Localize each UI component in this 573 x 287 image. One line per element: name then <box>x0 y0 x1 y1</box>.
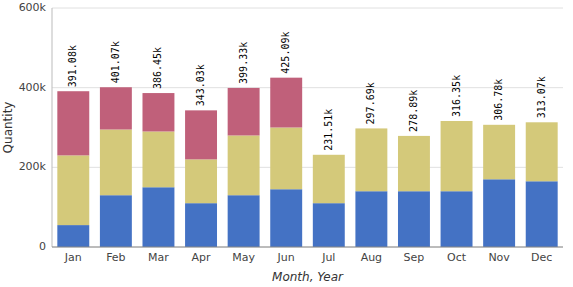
bar-segment <box>270 128 302 190</box>
bar-segment <box>57 91 89 155</box>
bar-segment <box>398 191 430 247</box>
bar-segment <box>441 191 473 247</box>
bar-segment <box>526 122 558 123</box>
bar-segment <box>441 120 473 121</box>
x-tick-label: Apr <box>192 251 212 264</box>
x-tick-label: Aug <box>361 251 382 264</box>
total-label: 316.35k <box>451 75 462 117</box>
bar-segment <box>100 129 132 195</box>
x-tick-label: Jan <box>64 251 82 264</box>
bar-segment <box>483 179 515 247</box>
y-tick-label: 600k <box>19 1 47 14</box>
total-label: 306.78k <box>493 79 504 121</box>
bar-segment <box>270 78 302 128</box>
x-tick-label: Mar <box>148 251 169 264</box>
bar-segment <box>355 191 387 247</box>
x-tick-label: Oct <box>447 251 467 264</box>
chart: 0 200k 400k 600k 391.08k 401.07k 386.45k 343.03… <box>0 0 573 287</box>
bar-segment <box>526 181 558 247</box>
total-label: 313.07k <box>536 76 547 118</box>
bar-segment <box>483 124 515 125</box>
bar-segment <box>313 154 345 155</box>
x-tick-label: Jul <box>321 251 335 264</box>
bar-segment <box>355 128 387 191</box>
x-tick-label: Dec <box>531 251 552 264</box>
grid-line <box>52 247 563 248</box>
bar-segment <box>228 135 260 195</box>
bar-segment <box>228 195 260 247</box>
bars <box>57 78 557 247</box>
bar-segment <box>398 136 430 191</box>
total-label: 297.69k <box>365 82 376 124</box>
bar-segment <box>441 121 473 191</box>
y-axis-title: Quantity <box>1 102 15 154</box>
x-tick-label: Feb <box>106 251 125 264</box>
y-tick-label: 200k <box>19 160 47 173</box>
x-axis-line <box>52 247 563 248</box>
grid-line <box>52 8 563 9</box>
bar-segment <box>313 203 345 247</box>
bar-segment <box>483 125 515 179</box>
bar-segment <box>185 159 217 203</box>
bar-segment <box>270 189 302 247</box>
bar-segment <box>185 203 217 247</box>
bar-segment <box>142 187 174 247</box>
bar-segment <box>313 155 345 203</box>
bar-segment <box>185 110 217 159</box>
total-label: 278.89k <box>408 90 419 132</box>
bar-segment <box>100 195 132 247</box>
x-tick-label: May <box>232 251 255 264</box>
bar-segment <box>142 131 174 187</box>
bar-segment <box>57 155 89 225</box>
x-tick-label: Sep <box>404 251 425 264</box>
total-label: 231.51k <box>323 109 334 151</box>
bar-segment <box>398 135 430 136</box>
bar-segment <box>100 87 132 129</box>
y-tick-label: 400k <box>19 81 47 94</box>
total-label: 425.09k <box>280 32 291 74</box>
bar-segment <box>355 128 387 129</box>
y-tick-label: 0 <box>39 240 46 253</box>
bar-segment <box>526 122 558 181</box>
x-axis-title: Month, Year <box>272 270 344 284</box>
bar-segment <box>228 88 260 136</box>
total-label: 343.03k <box>195 64 206 106</box>
x-tick-label: Jun <box>277 251 295 264</box>
total-label: 386.45k <box>152 47 163 89</box>
total-label: 401.07k <box>110 41 121 83</box>
total-label: 391.08k <box>67 45 78 87</box>
bar-segment <box>57 225 89 247</box>
total-label: 399.33k <box>238 42 249 84</box>
bar-segment <box>142 93 174 131</box>
y-axis-line <box>52 8 53 247</box>
x-tick-label: Nov <box>488 251 510 264</box>
